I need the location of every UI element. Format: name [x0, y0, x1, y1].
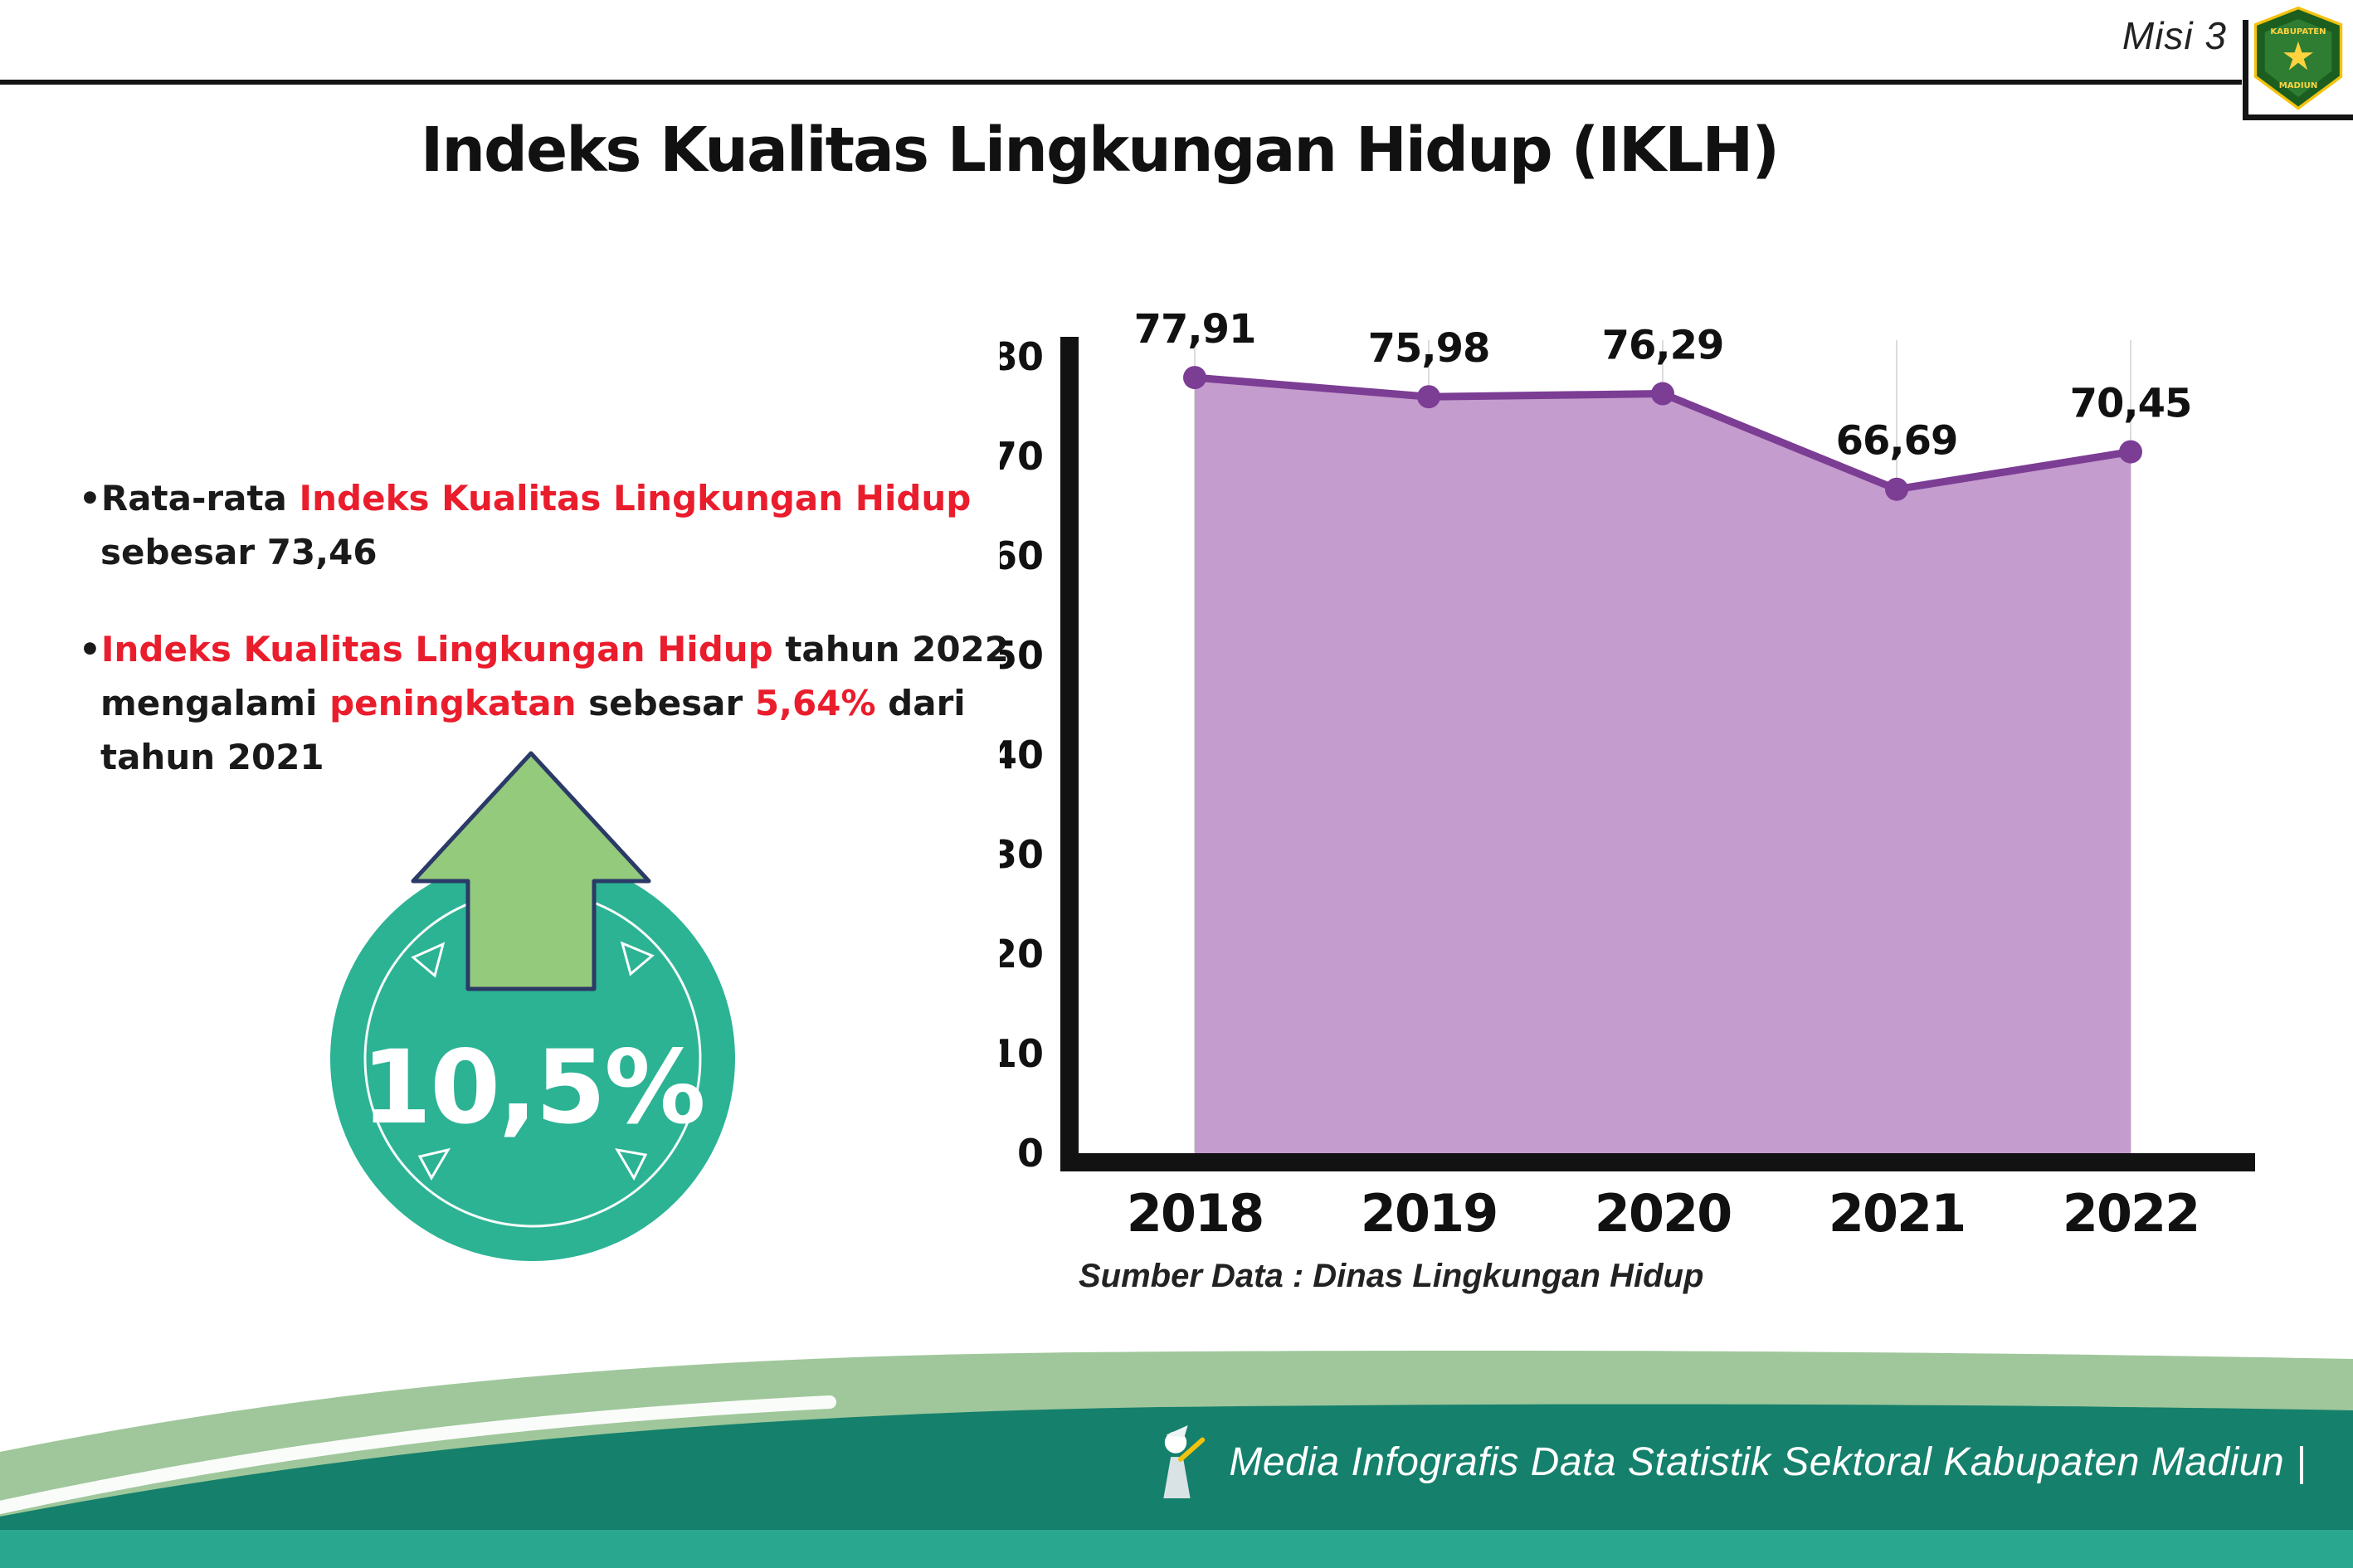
value-label: 70,45	[2070, 381, 2192, 427]
badge-triangle-se-icon	[615, 1147, 648, 1181]
logo-star-icon	[2283, 41, 2313, 71]
mascot-hat	[1166, 1425, 1188, 1438]
logo-bottom-text: MADIUN	[2279, 81, 2318, 90]
badge-decor-ring	[363, 889, 702, 1228]
x-axis	[1060, 1153, 2255, 1171]
bullet-run-highlight: Indeks Kualitas Lingkungan Hidup	[299, 478, 972, 519]
bullet-iklh-2022: Indeks Kualitas Lingkungan Hidup tahun 2…	[79, 622, 1016, 784]
data-point	[1885, 477, 1908, 501]
up-arrow-shape	[411, 751, 651, 991]
value-label: 77,91	[1134, 306, 1256, 353]
bullet-run: dari tahun 2021	[100, 683, 966, 778]
mascot-icon	[1163, 1425, 1206, 1498]
y-tick-label: 80	[1000, 334, 1044, 379]
mascot-pen	[1178, 1437, 1206, 1462]
iklh-area-chart: 77,91 2018 75,98 2019 76,29 2020 66,69 2021 70,4…	[991, 290, 2311, 1278]
footer-wave-white-gap	[0, 1395, 836, 1515]
x-tick-label: 2021	[1829, 1183, 1966, 1244]
kabupaten-madiun-logo-icon: KABUPATEN MADIUN	[2253, 6, 2343, 110]
data-point	[1417, 385, 1440, 409]
y-axis	[1060, 337, 1079, 1153]
bullet-run-highlight: peningkatan	[329, 683, 577, 724]
header-rule	[0, 80, 2242, 85]
x-tick-label: 2022	[2063, 1183, 2200, 1244]
logo-frame-horizontal	[2243, 114, 2353, 120]
x-tick-label: 2018	[1127, 1183, 1264, 1244]
bullet-list: Rata-rata Indeks Kualitas Lingkungan Hid…	[79, 471, 1016, 827]
y-tick-label: 50	[1000, 633, 1044, 678]
x-tick-label: 2020	[1595, 1183, 1732, 1244]
bullet-run-highlight: 5,64%	[754, 683, 876, 724]
data-point	[1183, 366, 1206, 390]
bullet-average-iklh: Rata-rata Indeks Kualitas Lingkungan Hid…	[79, 471, 1016, 579]
x-tick-label: 2019	[1361, 1183, 1498, 1244]
badge-triangle-ne-icon	[620, 941, 655, 976]
footer-credit-text: Media Infografis Data Statistik Sektoral…	[1229, 1439, 2307, 1484]
footer-bottom-bar	[0, 1530, 2353, 1568]
bullet-run-highlight: Indeks Kualitas Lingkungan Hidup	[100, 629, 773, 670]
y-tick-label: 70	[1000, 434, 1044, 479]
y-tick-label: 20	[1000, 932, 1044, 976]
badge-triangle-sw-icon	[417, 1147, 451, 1181]
y-tick-label: 60	[1000, 533, 1044, 578]
logo-top-text: KABUPATEN	[2270, 27, 2326, 37]
data-source-note: Sumber Data : Dinas Lingkungan Hidup	[1079, 1258, 1704, 1294]
mascot-body	[1163, 1457, 1191, 1498]
increase-percentage: 10,5%	[361, 1029, 705, 1147]
bullet-run: Rata-rata	[100, 478, 300, 519]
badge-triangle-nw-icon	[411, 942, 446, 978]
up-arrow-icon	[411, 751, 651, 991]
footer-wave-decoration	[0, 1350, 2353, 1568]
y-tick-label: 40	[1000, 733, 1044, 777]
area-fill	[1195, 377, 2131, 1153]
y-tick-label: 10	[1000, 1031, 1044, 1076]
value-label: 66,69	[1836, 418, 1958, 465]
bullet-run: tahun 2022 mengalami	[100, 629, 1009, 724]
footer-credit: Media Infografis Data Statistik Sektoral…	[1139, 1420, 2307, 1503]
bullet-run: sebesar 73,46	[100, 532, 378, 573]
logo-frame-vertical	[2243, 20, 2248, 119]
value-label: 76,29	[1602, 323, 1724, 369]
bullet-run: sebesar	[576, 683, 755, 724]
y-tick-label: 0	[1017, 1131, 1044, 1176]
chart-canvas: 77,91 2018 75,98 2019 76,29 2020 66,69 2021 70,4…	[991, 306, 2255, 1244]
misi-label: Misi 3	[2122, 14, 2227, 57]
page-title: Indeks Kualitas Lingkungan Hidup (IKLH)	[420, 114, 1780, 186]
data-point	[2119, 440, 2142, 464]
value-label: 75,98	[1368, 325, 1490, 372]
data-point	[1651, 382, 1674, 406]
y-tick-label: 30	[1000, 832, 1044, 877]
